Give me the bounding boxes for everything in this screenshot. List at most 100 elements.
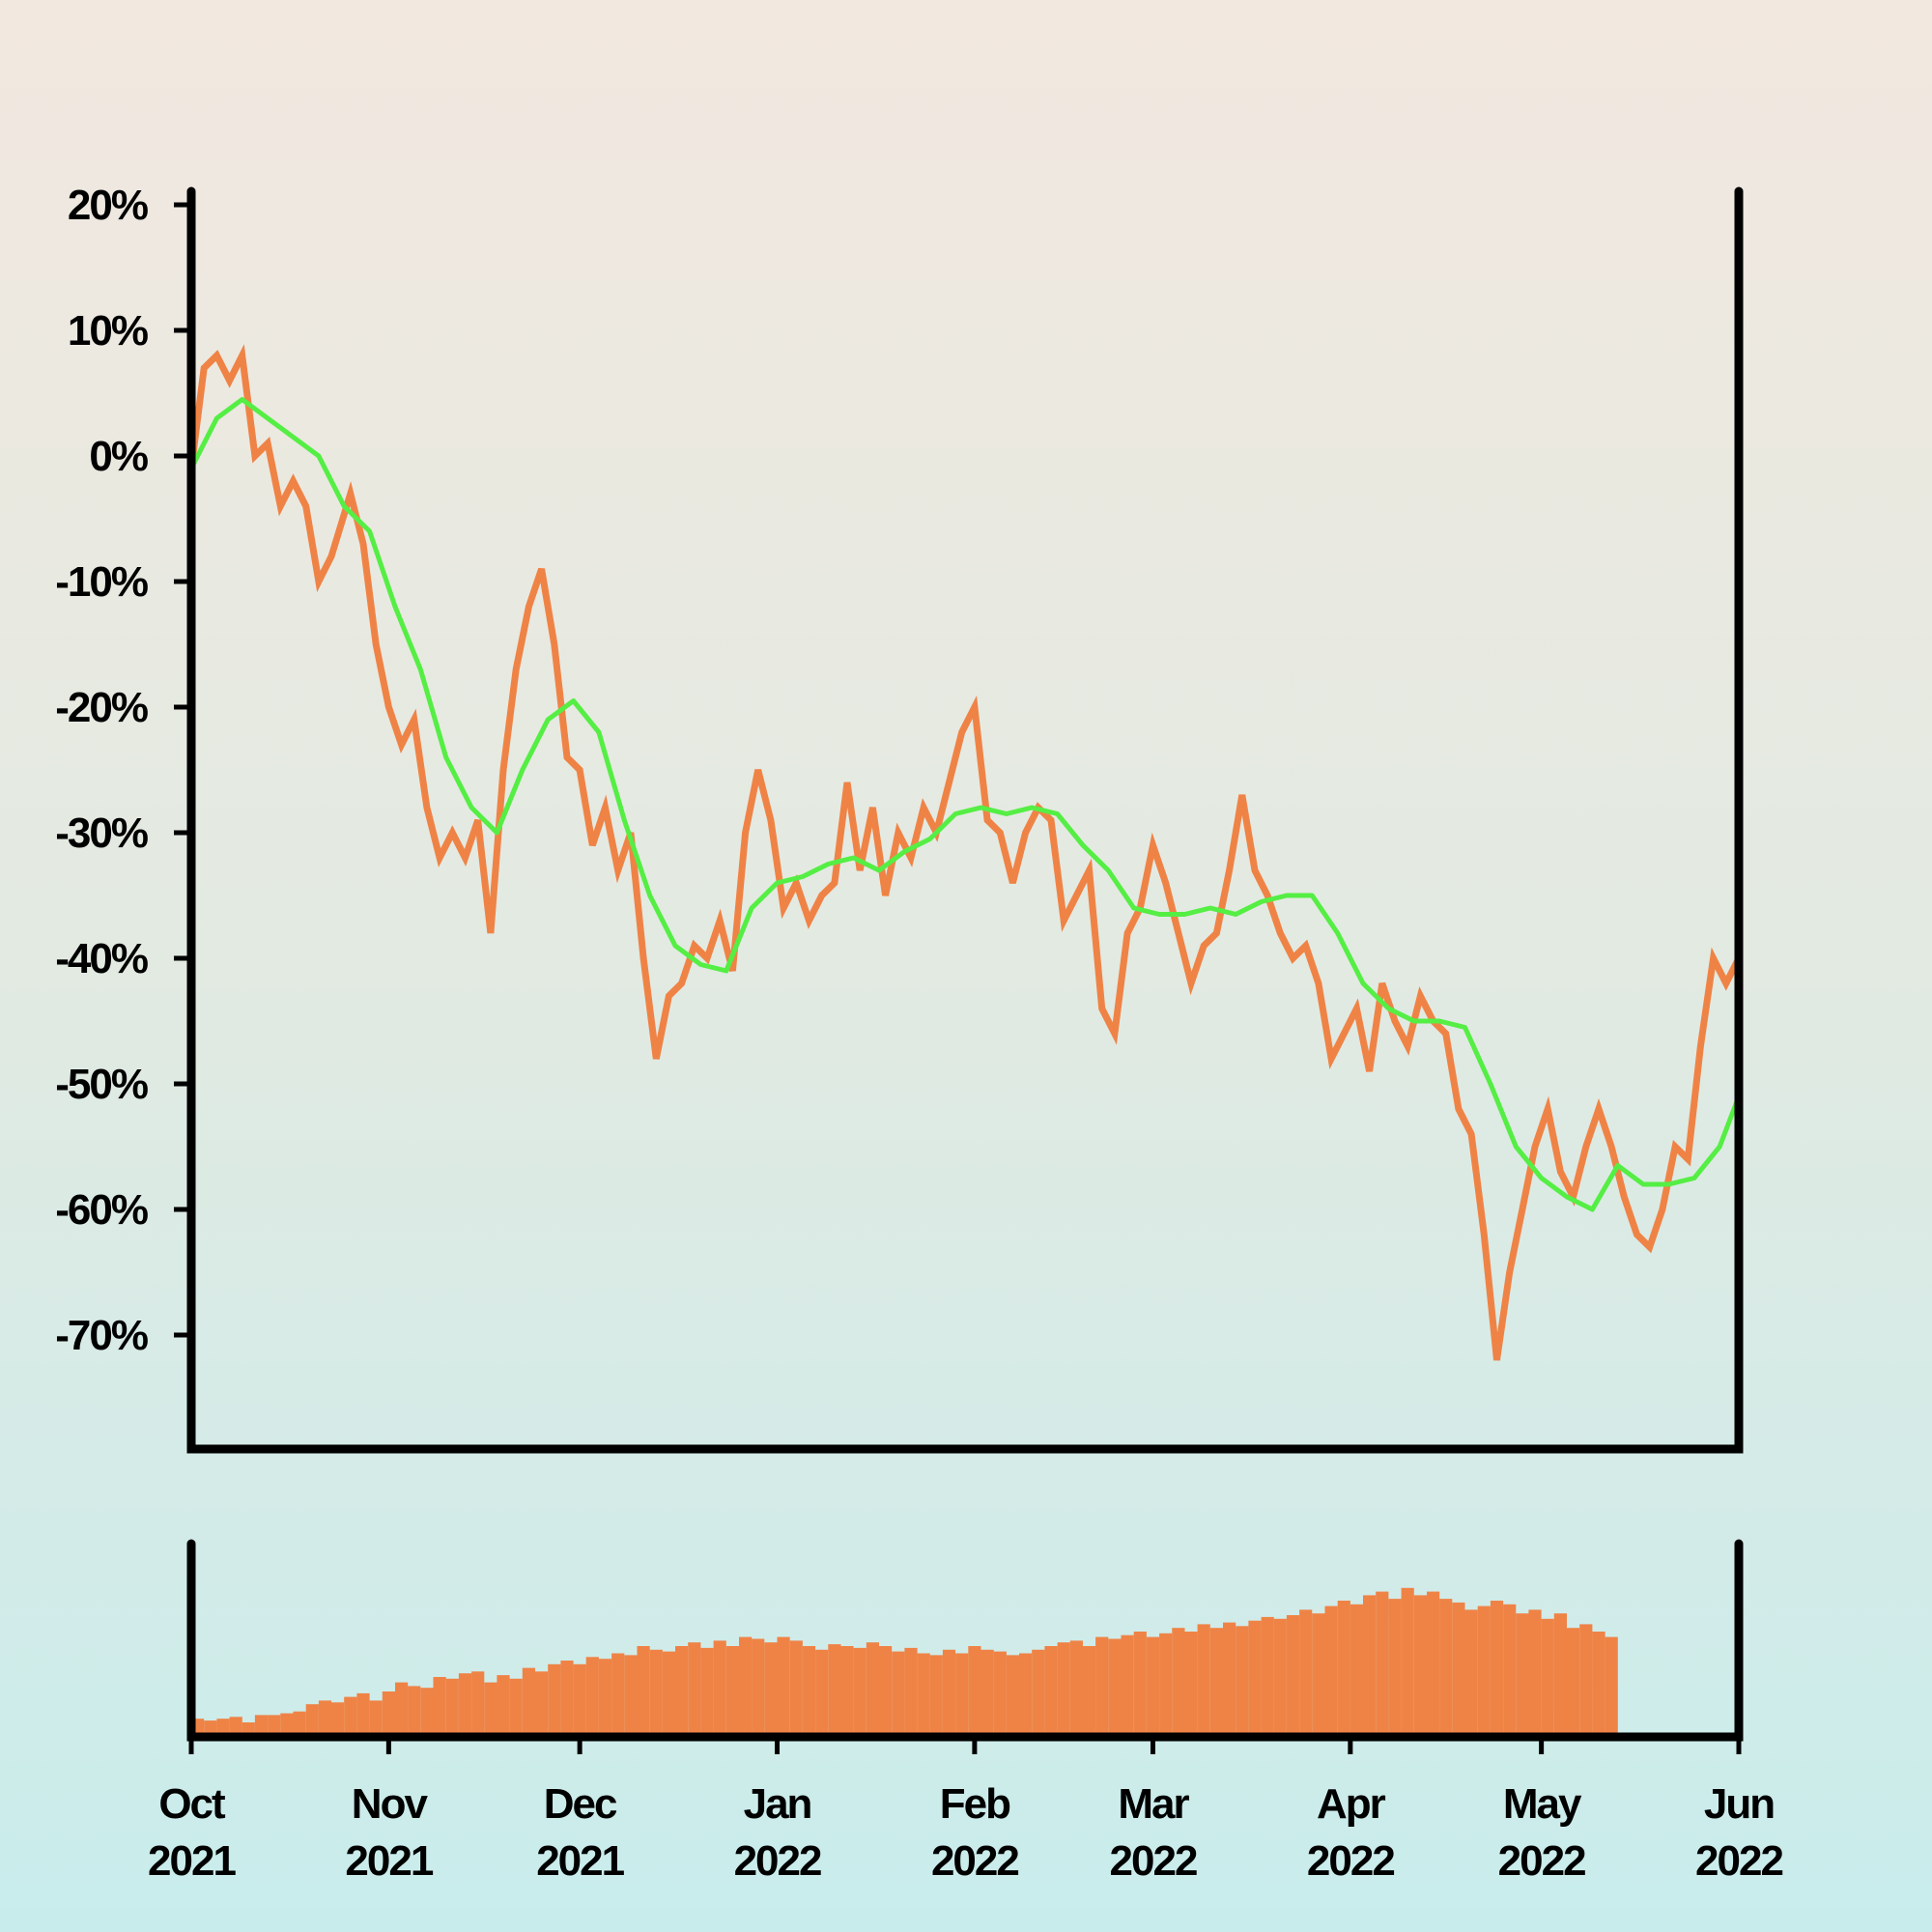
x-tick-month-label: Jun xyxy=(1704,1780,1774,1828)
volume-bar xyxy=(458,1673,472,1737)
volume-bar xyxy=(1427,1591,1440,1737)
volume-bar xyxy=(548,1663,561,1737)
volume-bar xyxy=(598,1659,612,1737)
volume-bar xyxy=(725,1646,739,1737)
volume-bar xyxy=(1273,1618,1287,1737)
volume-bar xyxy=(1057,1642,1070,1737)
volume-bar xyxy=(1044,1646,1058,1737)
series-layer xyxy=(187,344,1743,1361)
axes-layer xyxy=(186,186,1744,1742)
volume-bar xyxy=(1108,1638,1122,1737)
volume-bar xyxy=(1439,1599,1453,1737)
volume-bar xyxy=(879,1646,893,1737)
y-tick-label: -20% xyxy=(55,684,148,731)
volume-bar xyxy=(1337,1601,1350,1737)
main-axes-frame xyxy=(186,186,1744,1454)
volume-bar xyxy=(1159,1633,1173,1737)
volume-bar xyxy=(752,1638,765,1737)
volume-bar xyxy=(1312,1613,1325,1737)
volume-bar xyxy=(1490,1601,1504,1737)
volume-bar xyxy=(637,1646,650,1737)
x-tick-year-label: 2021 xyxy=(345,1837,433,1885)
volume-bar xyxy=(1516,1613,1529,1737)
volume-bar xyxy=(305,1704,319,1737)
x-tick-year-label: 2022 xyxy=(1695,1837,1782,1885)
volume-bar xyxy=(611,1653,625,1737)
volume-bar xyxy=(395,1682,409,1737)
volume-bar xyxy=(216,1719,230,1737)
x-tick-year-label: 2022 xyxy=(1498,1837,1585,1885)
volume-bar xyxy=(828,1644,841,1737)
volume-bar xyxy=(356,1692,370,1737)
x-tick-year-label: 2022 xyxy=(734,1837,821,1885)
x-tick-month-label: Dec xyxy=(544,1780,617,1828)
price-line xyxy=(187,344,1743,1361)
volume-bar xyxy=(1069,1640,1083,1737)
volume-bar xyxy=(993,1651,1007,1737)
volume-bar xyxy=(1248,1620,1262,1737)
x-tick-month-label: Apr xyxy=(1317,1780,1386,1828)
volume-bar xyxy=(1209,1628,1223,1737)
volume-bar xyxy=(789,1640,803,1737)
volume-bar xyxy=(1261,1616,1274,1737)
volume-bar xyxy=(445,1678,459,1737)
volume-bar xyxy=(917,1653,930,1737)
volume-bar xyxy=(968,1646,981,1737)
volume-bar xyxy=(1006,1655,1020,1737)
volume-bar xyxy=(1413,1595,1427,1737)
volume-bar xyxy=(739,1636,753,1737)
moving-average-line xyxy=(188,397,1742,1212)
volume-bar xyxy=(369,1700,383,1737)
volume-bars xyxy=(191,1587,1618,1737)
volume-bar xyxy=(1032,1649,1045,1737)
volume-bar xyxy=(522,1667,535,1737)
x-tick-year-label: 2022 xyxy=(931,1837,1018,1885)
volume-bar xyxy=(853,1647,867,1737)
y-tick-label: 0% xyxy=(89,433,147,480)
volume-bar xyxy=(408,1686,421,1737)
volume-bar xyxy=(1197,1624,1210,1737)
volume-bar xyxy=(815,1649,829,1737)
volume-bar xyxy=(1146,1636,1160,1737)
x-tick-year-label: 2022 xyxy=(1110,1837,1197,1885)
volume-bar xyxy=(1401,1587,1414,1737)
volume-bar xyxy=(840,1646,854,1737)
volume-axes-frame xyxy=(186,1539,1744,1742)
volume-bar xyxy=(280,1713,294,1737)
volume-bar xyxy=(1121,1634,1134,1737)
volume-bar xyxy=(1605,1636,1618,1737)
x-tick-year-label: 2021 xyxy=(148,1837,236,1885)
volume-bar xyxy=(866,1642,879,1737)
volume-bar xyxy=(585,1657,599,1737)
volume-bar xyxy=(662,1651,676,1737)
volume-bar xyxy=(331,1702,345,1737)
x-tick-month-label: Jan xyxy=(744,1780,811,1828)
volume-bar xyxy=(344,1696,357,1737)
x-tick-month-label: Feb xyxy=(940,1780,1010,1828)
x-tick-month-label: May xyxy=(1503,1780,1582,1828)
volume-bar xyxy=(649,1649,663,1737)
volume-bar xyxy=(1184,1632,1198,1737)
volume-bar xyxy=(293,1711,306,1737)
y-tick-label: 20% xyxy=(68,182,148,229)
volume-bar xyxy=(420,1688,434,1737)
y-axis-ticks: 20% 10% 0% -10% -20% -30% -40% -50% -60% -70% xyxy=(55,182,191,1359)
volume-bar xyxy=(497,1675,510,1737)
volume-bar xyxy=(1286,1615,1300,1737)
volume-bar xyxy=(1223,1622,1236,1737)
volume-bar xyxy=(624,1655,638,1737)
volume-bar xyxy=(471,1671,485,1737)
x-tick-month-label: Oct xyxy=(158,1780,226,1828)
volume-bar xyxy=(942,1649,956,1737)
x-axis-ticks: Oct 2021 Nov 2021 Dec 2021 Jan 2022 Feb 2022 Mar 20… xyxy=(148,1737,1784,1885)
volume-bar xyxy=(892,1651,905,1737)
volume-bar xyxy=(675,1646,689,1737)
x-tick-year-label: 2022 xyxy=(1307,1837,1394,1885)
volume-bar xyxy=(382,1691,395,1737)
volume-bar xyxy=(1464,1609,1478,1737)
volume-bar xyxy=(1528,1609,1542,1737)
volume-bar xyxy=(1363,1595,1377,1737)
volume-bar xyxy=(777,1636,790,1737)
volume-bar xyxy=(713,1640,726,1737)
